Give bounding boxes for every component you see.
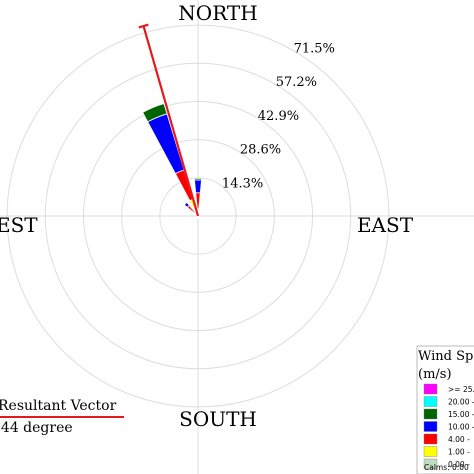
petal-1-segment-3 xyxy=(193,177,203,181)
legend-swatch-0 xyxy=(423,383,438,395)
legend-swatch-4 xyxy=(423,433,438,445)
petal-0-segment-2 xyxy=(147,113,185,175)
ring-label-5: 71.5% xyxy=(294,41,335,56)
resultant-degree-label: 344 degree xyxy=(0,420,73,436)
legend-swatch-1 xyxy=(423,396,438,407)
petal-group xyxy=(142,103,203,219)
resultant-vector-group xyxy=(138,23,200,217)
ring-label-2: 28.6% xyxy=(240,143,281,158)
legend-title-line1: Wind Sp xyxy=(418,349,473,364)
ring-label-3: 42.9% xyxy=(258,109,299,124)
direction-label-east: EAST xyxy=(357,213,414,237)
resultant-vector-cap xyxy=(138,23,149,29)
resultant-vector-line xyxy=(142,25,200,217)
speed-legend: Wind Sp (m/s) >= 25.0 20.00 - 15.00 - 10.… xyxy=(416,345,474,474)
legend-label-6: 0.00 - xyxy=(448,460,470,469)
legend-label-1: 20.00 - xyxy=(448,398,474,407)
legend-calms: Calms: 0.00 xyxy=(424,463,469,472)
petal-5-segment-1 xyxy=(198,216,201,219)
legend-label-3: 10.00 - xyxy=(448,423,474,432)
ring-label-4: 57.2% xyxy=(276,75,317,90)
legend-label-4: 4.00 - xyxy=(448,435,470,444)
petal-2-segment-2 xyxy=(183,201,190,208)
legend-label-2: 15.00 - xyxy=(448,410,474,419)
petal-3-segment-1 xyxy=(197,211,201,216)
petal-7-segment-1 xyxy=(195,216,198,219)
legend-title-line2: (m/s) xyxy=(418,367,452,382)
petal-1-segment-2 xyxy=(194,179,202,194)
direction-label-west: EST xyxy=(0,213,38,237)
petal-1-segment-1 xyxy=(195,192,201,210)
legend-label-0: >= 25.0 xyxy=(448,385,474,394)
legend-swatch-5 xyxy=(423,446,438,457)
legend-swatch-6 xyxy=(423,458,438,470)
direction-label-north: NORTH xyxy=(178,1,257,25)
ring-label-1: 14.3% xyxy=(222,176,263,191)
petal-0-segment-3 xyxy=(142,103,168,123)
ring-label-group: 14.3% 28.6% 42.9% 57.2% 71.5% xyxy=(222,41,335,191)
legend-swatch-2 xyxy=(423,408,438,420)
direction-label-south: SOUTH xyxy=(179,407,257,431)
legend-items: >= 25.0 20.00 - 15.00 - 10.00 - 4.00 - 1.… xyxy=(423,383,474,470)
resultant-vector-label: Resultant Vector xyxy=(0,398,117,414)
resultant-legend: Resultant Vector 344 degree xyxy=(0,398,124,436)
legend-label-5: 1.00 - xyxy=(448,448,470,457)
legend-swatch-3 xyxy=(423,421,438,432)
